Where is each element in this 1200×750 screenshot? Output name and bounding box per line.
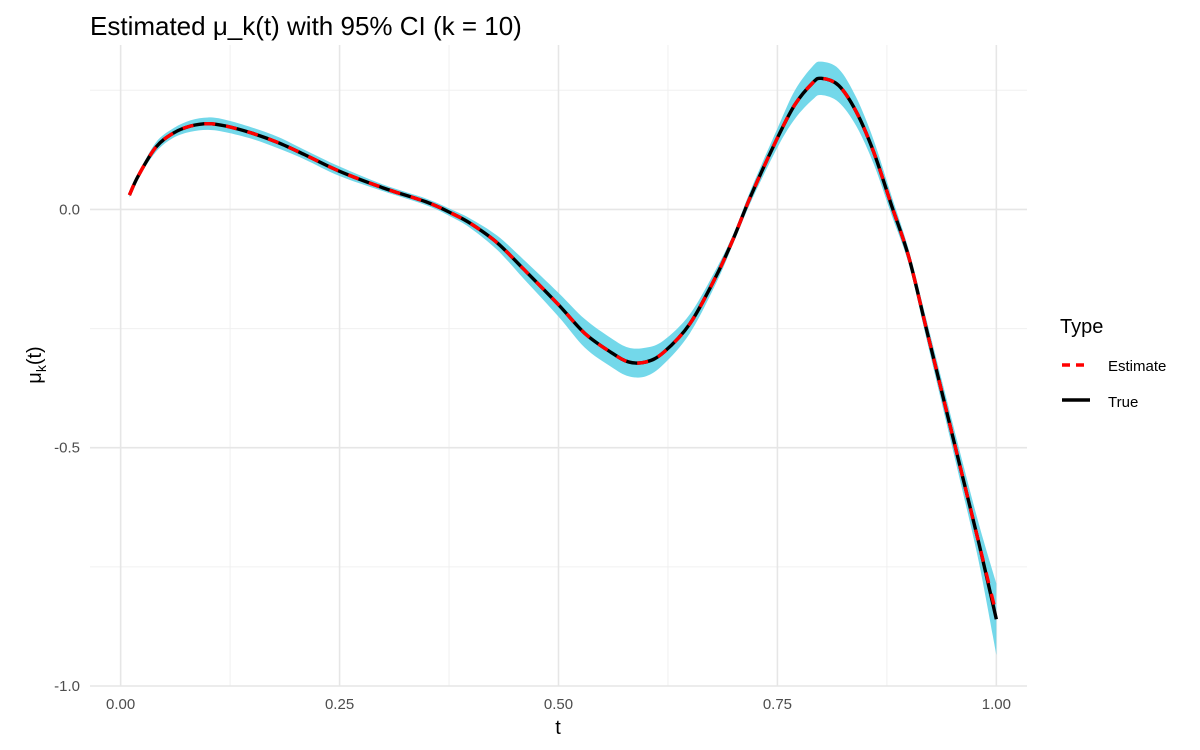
y-axis-title: μk(t) xyxy=(24,346,49,383)
x-tick-label: 0.50 xyxy=(544,696,573,713)
y-axis-title-suffix: (t) xyxy=(24,346,46,365)
y-axis-title-main: μ xyxy=(24,372,46,384)
ci-band xyxy=(129,61,997,656)
x-axis-title: t xyxy=(555,717,561,739)
x-tick-labels: 0.00 0.25 0.50 0.75 1.00 xyxy=(106,696,1011,713)
legend-label-true: True xyxy=(1108,394,1138,411)
y-tick-labels: -1.0 -0.5 0.0 xyxy=(54,201,80,695)
y-axis-title-subscript: k xyxy=(33,364,49,372)
legend-label-estimate: Estimate xyxy=(1108,358,1166,375)
series-line-estimate xyxy=(127,76,999,615)
grid xyxy=(90,45,1027,687)
y-tick-label: -1.0 xyxy=(54,678,80,695)
x-tick-label: 1.00 xyxy=(982,696,1011,713)
x-tick-label: 0.75 xyxy=(763,696,792,713)
x-tick-label: 0.00 xyxy=(106,696,135,713)
legend: Type Estimate True xyxy=(1060,316,1166,411)
y-tick-label: -0.5 xyxy=(54,440,80,457)
y-tick-label: 0.0 xyxy=(59,201,80,218)
series-line-true xyxy=(127,76,999,620)
x-tick-label: 0.25 xyxy=(325,696,354,713)
chart-title: Estimated μ_k(t) with 95% CI (k = 10) xyxy=(90,11,522,41)
legend-title: Type xyxy=(1060,316,1103,338)
